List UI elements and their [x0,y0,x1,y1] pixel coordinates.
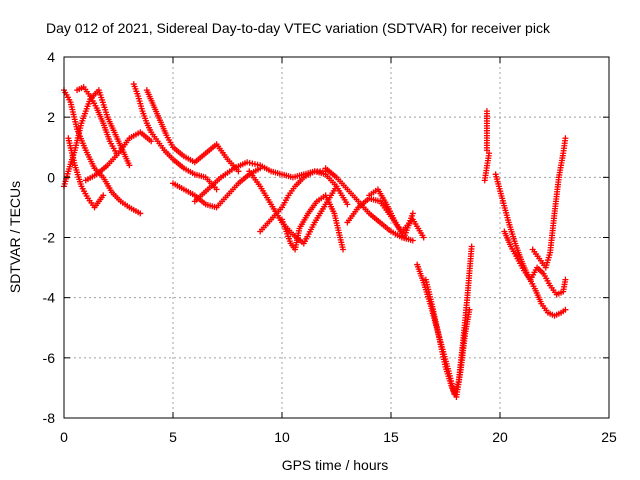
data-point [420,234,427,241]
y-tick-label: 4 [47,49,55,65]
y-tick-label: 0 [47,169,55,185]
data-marks [61,81,569,400]
chart-title: Day 012 of 2021, Sidereal Day-to-day VTE… [46,20,551,36]
series-track-3 [65,135,107,211]
data-point [562,276,569,283]
y-tick-label: -6 [43,350,56,366]
series-track-21 [529,135,569,271]
data-point [137,210,144,217]
data-point [148,138,155,145]
data-point [235,168,242,175]
data-point [340,246,347,253]
data-point [409,210,416,217]
series-track-17 [422,276,473,400]
data-point [562,135,569,142]
data-point [466,306,473,313]
data-point [562,306,569,313]
series-track-20 [501,228,569,298]
y-tick-label: -2 [43,230,56,246]
x-tick-label: 15 [383,429,399,445]
series-track-4 [74,84,120,157]
data-point [481,177,488,184]
series-track-7 [143,87,242,175]
plot-frame [63,56,610,419]
y-axis-label: SDTVAR / TECUs [7,181,23,293]
x-tick-label: 25 [601,429,617,445]
series-track-9 [191,159,329,205]
y-tick-label: 2 [47,109,55,125]
data-point [409,237,416,244]
x-tick-label: 20 [492,429,508,445]
x-tick-label: 0 [60,429,68,445]
data-point [126,162,133,169]
data-point [344,201,351,208]
data-point [468,243,475,250]
series-track-11 [257,168,351,235]
series-track-13 [322,165,416,244]
series-track-5 [82,129,155,184]
x-tick-label: 5 [169,429,177,445]
data-point [483,147,490,154]
series-track-15 [366,186,416,241]
series-track-12 [279,192,347,253]
series-track-16 [414,243,475,397]
axes: 0 5 10 15 20 25 -8 -6 -4 -2 0 2 4 [43,49,617,445]
grid [64,57,609,418]
x-axis-label: GPS time / hours [282,457,389,473]
y-tick-label: -8 [43,410,56,426]
x-tick-label: 10 [274,429,290,445]
series-track-6 [130,81,220,193]
y-tick-label: -4 [43,290,56,306]
data-point [213,186,220,193]
series-track-18 [481,108,493,184]
data-point [100,192,107,199]
